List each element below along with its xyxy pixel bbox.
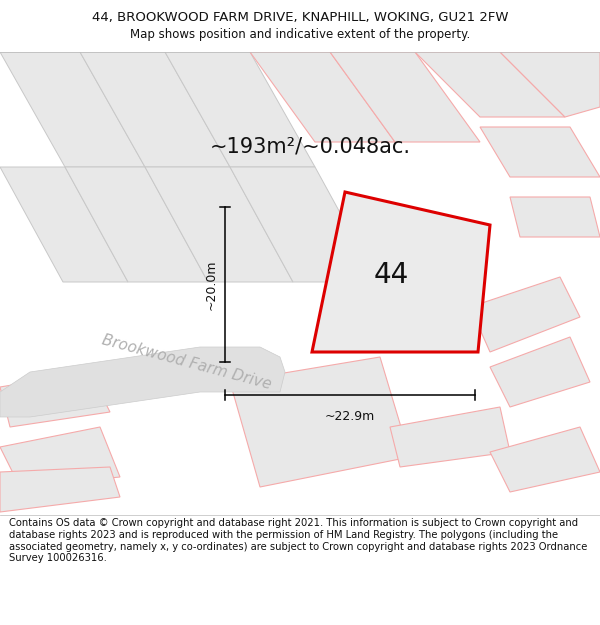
Text: 44: 44 bbox=[374, 261, 409, 289]
Polygon shape bbox=[490, 427, 600, 492]
Polygon shape bbox=[0, 52, 145, 167]
Polygon shape bbox=[312, 192, 490, 352]
Polygon shape bbox=[165, 52, 315, 167]
Polygon shape bbox=[65, 167, 208, 282]
Polygon shape bbox=[80, 52, 230, 167]
Text: ~20.0m: ~20.0m bbox=[205, 259, 218, 310]
Polygon shape bbox=[0, 427, 120, 487]
Polygon shape bbox=[490, 337, 590, 407]
Polygon shape bbox=[390, 407, 510, 467]
Polygon shape bbox=[510, 197, 600, 237]
Text: Contains OS data © Crown copyright and database right 2021. This information is : Contains OS data © Crown copyright and d… bbox=[9, 518, 587, 563]
Polygon shape bbox=[230, 357, 410, 487]
Polygon shape bbox=[500, 52, 600, 117]
Text: ~22.9m: ~22.9m bbox=[325, 410, 375, 423]
Text: ~193m²/~0.048ac.: ~193m²/~0.048ac. bbox=[209, 137, 410, 157]
Polygon shape bbox=[0, 372, 110, 427]
Polygon shape bbox=[230, 167, 378, 282]
Polygon shape bbox=[0, 347, 285, 417]
Text: 44, BROOKWOOD FARM DRIVE, KNAPHILL, WOKING, GU21 2FW: 44, BROOKWOOD FARM DRIVE, KNAPHILL, WOKI… bbox=[92, 11, 508, 24]
Polygon shape bbox=[470, 277, 580, 352]
Polygon shape bbox=[330, 52, 480, 142]
Polygon shape bbox=[0, 467, 120, 512]
Polygon shape bbox=[415, 52, 565, 117]
Text: Brookwood Farm Drive: Brookwood Farm Drive bbox=[100, 332, 273, 392]
Polygon shape bbox=[0, 167, 128, 282]
Polygon shape bbox=[145, 167, 293, 282]
Polygon shape bbox=[480, 127, 600, 177]
Polygon shape bbox=[250, 52, 395, 142]
Text: Map shows position and indicative extent of the property.: Map shows position and indicative extent… bbox=[130, 28, 470, 41]
